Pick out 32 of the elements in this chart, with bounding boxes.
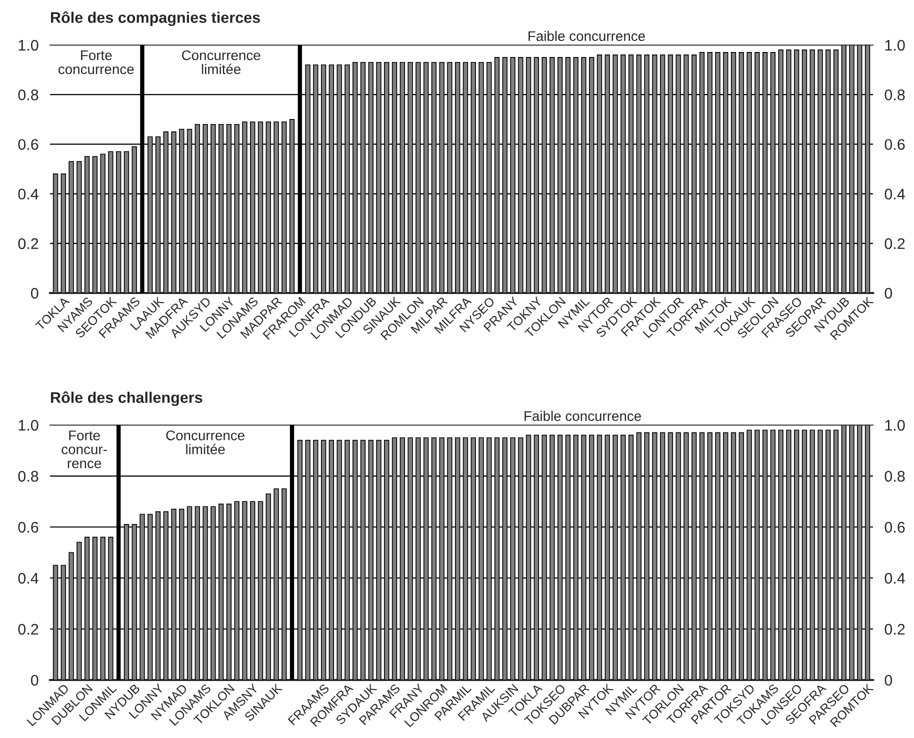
y-tick-label: 0.6 [18,139,38,150]
y-tick-label: 0.6 [18,522,38,533]
y2-tick-label: 0.8 [884,89,905,100]
annotation: Concurrence limitée [182,50,260,74]
y2-tick-label: 0 [884,288,892,299]
y2-tick-label: 0.2 [884,238,905,250]
y2-tick-label: 0.4 [884,572,905,584]
y-tick-label: 0 [30,674,38,686]
y-tick-label: 0.8 [18,470,38,482]
y2-tick-label: 0.8 [884,470,905,482]
text: Faible concurrence [524,410,641,421]
y2-tick-label: 1.0 [885,420,905,431]
y2-tick-label: 0.2 [884,624,905,635]
y-tick-label: 0.4 [18,572,38,584]
annotation: Concurrence limitée [166,430,244,454]
chart-title: Rôle des challengers [51,391,202,406]
y2-tick-label: 0.6 [884,522,905,533]
y-tick-label: 0.4 [18,188,38,200]
y-tick-label: 1.0 [18,40,38,51]
y2-tick-label: 0.4 [884,188,905,200]
y-tick-label: 0.2 [18,238,38,250]
annotation: Forte concur- rence [62,430,107,468]
y-tick-label: 0 [30,288,38,299]
chart-title: Rôle des compagnies tierces [51,11,260,26]
y2-tick-label: 0.6 [884,139,905,150]
y-tick-label: 0.8 [18,89,38,100]
text: Faible concurrence [528,30,645,42]
annotation: Forte concurrence [58,50,134,74]
y2-tick-label: 1.0 [885,40,905,51]
y2-tick-label: 0 [884,674,892,686]
y-tick-label: 0.2 [18,624,38,635]
y-tick-label: 1.0 [18,420,38,431]
